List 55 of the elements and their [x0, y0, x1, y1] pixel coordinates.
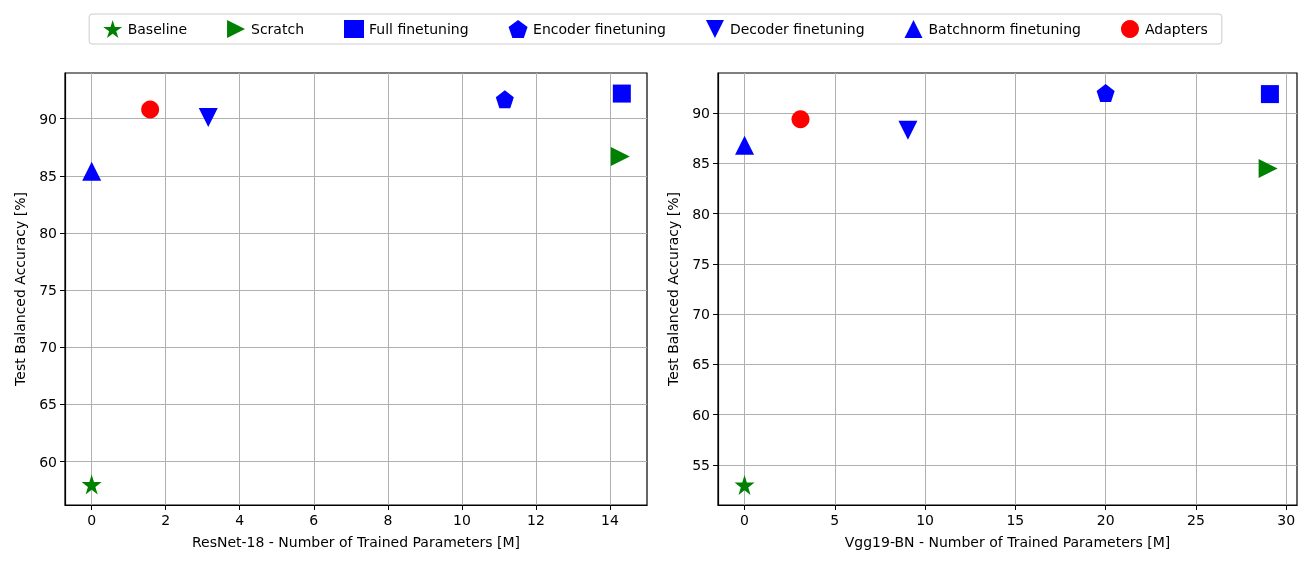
x-axis-title: Vgg19-BN - Number of Trained Parameters [M] — [844, 534, 1171, 550]
point — [898, 120, 918, 140]
y-tick-label: 90 — [692, 105, 710, 122]
x-tick-label: 2 — [161, 512, 171, 528]
point — [141, 100, 160, 119]
y-tick-label: 65 — [39, 396, 57, 413]
x-tick-label: 4 — [235, 512, 245, 528]
y-axis-title: Test Balanced Accuracy [%] — [665, 192, 681, 387]
x-tick-label: 14 — [601, 512, 619, 528]
point — [791, 110, 810, 129]
point — [81, 474, 102, 495]
x-tick-label: 0 — [740, 512, 749, 528]
legend-label: Scratch — [251, 21, 305, 37]
point — [1096, 84, 1115, 103]
legend-label: Baseline — [127, 21, 188, 37]
x-tick-label: 10 — [916, 512, 934, 528]
point — [735, 135, 755, 155]
x-tick-label: 15 — [1006, 512, 1025, 528]
y-axis-title: Test Balanced Accuracy [%] — [12, 192, 28, 387]
y-tick-label: 90 — [39, 110, 57, 127]
point — [495, 90, 514, 109]
x-tick-label: 30 — [1277, 512, 1296, 528]
y-tick-label: 75 — [39, 282, 57, 299]
x-tick-label: 12 — [527, 512, 545, 528]
y-tick-label: 65 — [692, 356, 710, 373]
y-tick-label: 60 — [692, 406, 710, 423]
y-tick-label: 60 — [39, 453, 57, 470]
y-tick-label: 55 — [692, 456, 710, 473]
y-tick-label: 70 — [39, 339, 57, 356]
x-axis-title: ResNet-18 - Number of Trained Parameters [M] — [191, 534, 521, 550]
point — [612, 84, 631, 103]
x-tick-label: 25 — [1186, 512, 1205, 528]
point — [198, 108, 218, 128]
x-tick-label: 0 — [87, 512, 97, 528]
legend-label: Encoder finetuning — [533, 21, 666, 37]
x-tick-label: 20 — [1096, 512, 1115, 528]
legend-label: Full finetuning — [369, 21, 469, 37]
legend-label: Decoder finetuning — [729, 21, 865, 37]
point — [734, 474, 755, 495]
y-tick-label: 70 — [692, 306, 710, 323]
point — [1258, 158, 1278, 178]
x-tick-label: 8 — [383, 512, 393, 528]
legend-label: Batchnorm finetuning — [928, 21, 1081, 37]
y-tick-label: 80 — [692, 205, 710, 222]
legend-label: Adapters — [1144, 21, 1208, 37]
y-tick-label: 85 — [39, 167, 57, 184]
y-tick-label: 85 — [692, 155, 710, 172]
x-tick-label: 5 — [830, 512, 840, 528]
x-tick-label: 6 — [309, 512, 319, 528]
x-tick-label: 10 — [452, 512, 471, 528]
y-tick-label: 80 — [39, 225, 57, 241]
y-tick-label: 75 — [692, 255, 710, 272]
point — [610, 146, 630, 166]
point — [1260, 85, 1279, 104]
point — [82, 161, 102, 181]
